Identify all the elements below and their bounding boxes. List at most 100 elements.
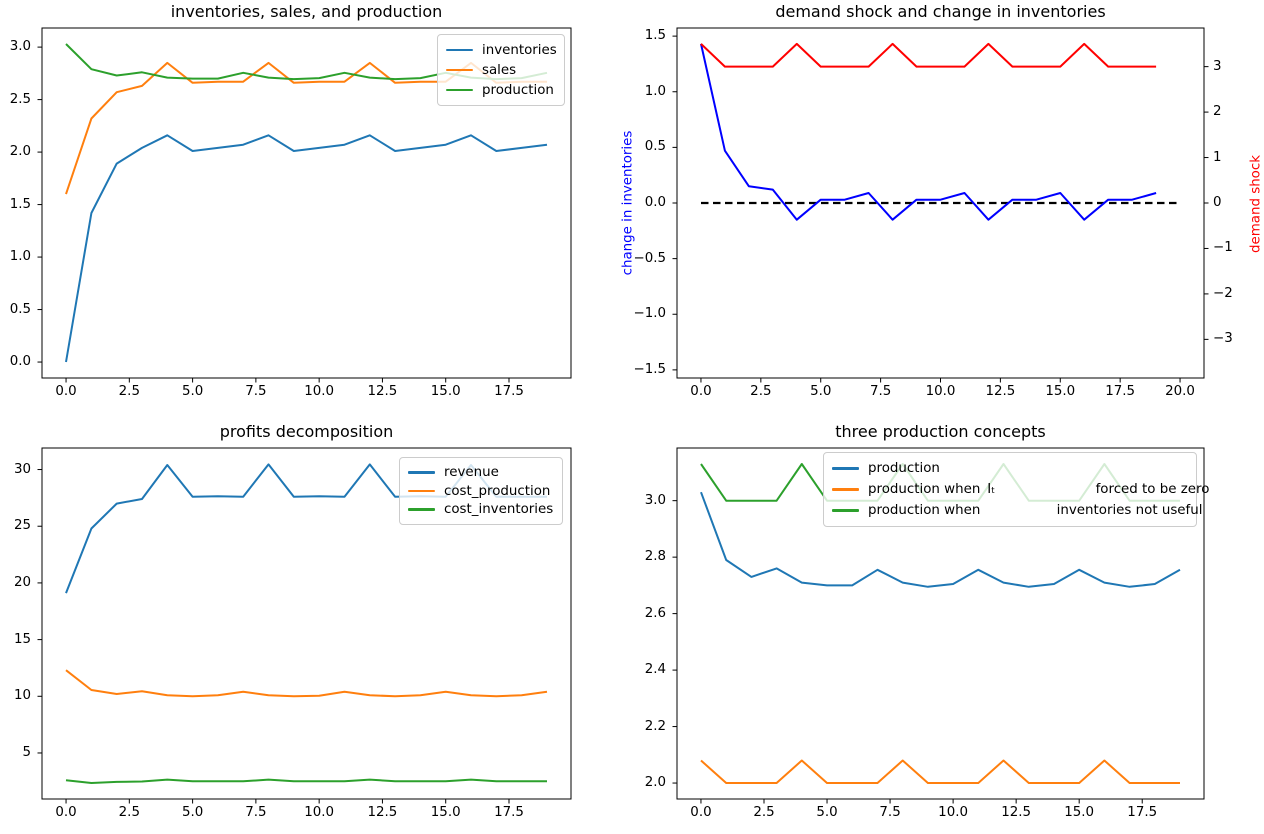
x-tick-label: 0.0 (55, 384, 77, 399)
x-tick-label: 5.0 (181, 805, 204, 820)
legend-line-swatch (832, 488, 859, 491)
y-tick-label-right: 0 (1213, 195, 1222, 210)
y-tick-label: 2.0 (644, 775, 666, 791)
x-tick-label: 17.5 (1105, 384, 1136, 399)
legend-label: production when Iₜ forced to be zero (868, 482, 1210, 497)
x-tick-label: 7.5 (869, 384, 892, 399)
legend-entry: inventories (446, 40, 557, 60)
y-tick-label: 1.5 (644, 28, 666, 44)
legend-box: production production when Iₜ forced to b… (823, 452, 1209, 527)
x-tick-label: 17.5 (1127, 805, 1158, 820)
y-axis-label-change-in-inventories: change in inventories (620, 130, 636, 276)
legend-line-swatch (408, 471, 435, 474)
y-tick-label-right: −3 (1213, 331, 1233, 347)
series-line-inventories (65, 134, 548, 363)
y-tick-label: 2.8 (644, 549, 666, 565)
x-tick-label: 2.5 (118, 384, 140, 399)
x-tick-label: 15.0 (1064, 805, 1095, 820)
legend-entry: production when Iₜ forced to be zero (832, 479, 1209, 500)
legend-label: revenue (444, 464, 499, 480)
x-tick-label: 5.0 (810, 384, 832, 399)
series-line-sales (65, 61, 547, 195)
y-tick-label: 15 (13, 631, 31, 647)
x-tick-label: 5.0 (181, 384, 204, 399)
y-tick-label: 1.0 (9, 249, 31, 265)
legend-label: production (482, 82, 554, 98)
x-tick-label: 10.0 (304, 805, 335, 820)
legend-label: production when inventories not useful (868, 503, 1203, 518)
series-line-production-when-It-forced-to-be-zero (700, 759, 1180, 784)
legend-label: cost_production (444, 483, 551, 499)
x-tick-label: 12.5 (1001, 805, 1032, 820)
x-tick-label: 0.0 (690, 805, 712, 820)
y-tick-label: −1.0 (633, 306, 666, 322)
axes-profits-decomposition (37, 447, 572, 804)
x-tick-label: 15.0 (1045, 384, 1076, 399)
x-tick-label: 2.5 (750, 384, 772, 399)
axes-inventories-sales-production (37, 27, 572, 383)
legend-entry: cost_production (408, 482, 554, 501)
legend-line-swatch (832, 467, 859, 470)
legend-label: production (868, 461, 940, 476)
x-tick-label: 17.5 (494, 805, 524, 820)
chart-title-demand-shock: demand shock and change in inventories (775, 2, 1106, 21)
legend-entry: production when inventories not useful (832, 500, 1202, 521)
legend-label: inventories (482, 42, 557, 58)
chart-title-inventories-sales-production: inventories, sales, and production (170, 2, 443, 21)
legend-line-swatch (446, 48, 473, 52)
series-line-production (700, 491, 1181, 588)
y-tick-label: 1.0 (644, 83, 666, 99)
y-tick-label: 3.0 (644, 492, 666, 508)
x-tick-label: 10.0 (304, 384, 335, 399)
y-tick-label-right: −1 (1213, 240, 1233, 256)
x-tick-label: 7.5 (245, 384, 267, 399)
legend-entry: production (446, 80, 556, 100)
series-line-revenue (65, 463, 547, 594)
x-tick-label: 15.0 (430, 805, 461, 820)
y-tick-label: 5 (22, 744, 31, 760)
y-tick-label-right: −2 (1213, 285, 1233, 301)
y-tick-label: 2.2 (644, 718, 666, 734)
series-line-cost_production (65, 669, 548, 698)
y-tick-label: −1.5 (633, 361, 666, 377)
legend-line-swatch (446, 68, 473, 72)
chart-title-three-production-concepts: three production concepts (835, 422, 1046, 441)
y-tick-label-right: 1 (1213, 149, 1222, 165)
series-line-production (65, 43, 548, 81)
axes-frame (676, 447, 1205, 800)
x-tick-label: 10.0 (938, 805, 969, 820)
axes-demand-shock-change-inventories (672, 27, 1209, 383)
legend-label: cost_inventories (444, 502, 554, 518)
legend-box: revenue cost_production cost_inventories (399, 457, 563, 525)
y-tick-label: 30 (13, 461, 31, 477)
legend-box: inventories sales production (437, 34, 565, 106)
legend-line-swatch (408, 489, 435, 493)
y-tick-label: 2.0 (9, 144, 31, 160)
y-tick-label: 3.0 (9, 39, 31, 55)
legend-entry: sales (446, 60, 556, 80)
y-tick-label: 0.0 (9, 354, 31, 370)
legend-line-swatch (832, 509, 859, 512)
y-tick-label: 2.6 (644, 605, 666, 621)
y-tick-label: 20 (13, 574, 31, 590)
series-line-change-in-inventories (700, 43, 1157, 221)
series-line-demand-shock (700, 42, 1157, 68)
x-tick-label: 0.0 (55, 805, 77, 820)
x-tick-label: 7.5 (879, 805, 901, 820)
x-tick-label: 20.0 (1165, 384, 1195, 399)
x-tick-label: 5.0 (816, 805, 838, 820)
axes-frame (41, 447, 572, 800)
axes-three-production-concepts (672, 447, 1205, 804)
y-tick-label-right: 2 (1213, 104, 1222, 120)
x-tick-label: 2.5 (118, 805, 140, 820)
legend-line-swatch (408, 508, 435, 511)
series-line-production-when-inventories-not-useful (700, 463, 1180, 502)
axes-frame (41, 27, 572, 379)
x-tick-label: 0.0 (690, 384, 712, 399)
x-tick-label: 15.0 (430, 384, 461, 399)
y-axis-label-demand-shock: demand shock (1248, 154, 1264, 254)
x-tick-label: 10.0 (925, 384, 956, 399)
x-tick-label: 7.5 (245, 805, 267, 820)
